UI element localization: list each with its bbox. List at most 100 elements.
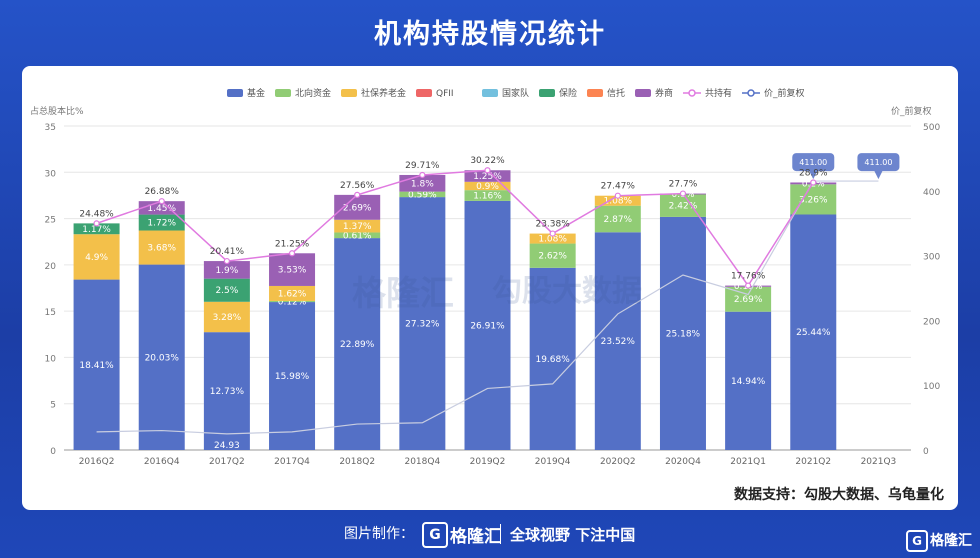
price-line (96, 180, 879, 435)
bar-segment (529, 243, 576, 268)
bar-segment (399, 197, 446, 450)
total-point (288, 250, 296, 257)
legend-swatch (341, 89, 357, 97)
total-point (223, 257, 230, 265)
data-label: 0.61% (343, 231, 372, 241)
footer-separator (500, 524, 501, 544)
bar-segment (334, 219, 381, 233)
data-label: 3.26% (799, 195, 828, 205)
data-label: 1.62% (278, 289, 307, 299)
total-label: 29.71% (405, 161, 440, 171)
legend-swatch (227, 89, 243, 97)
total-point (679, 190, 687, 197)
total-label: 17.76% (731, 272, 766, 282)
corner-logo-text: 格隆汇 (930, 533, 972, 549)
total-label: 21.25% (275, 239, 310, 249)
y-tick-label: 5 (50, 401, 56, 411)
x-tick-label: 2021Q1 (730, 457, 766, 467)
total-point (158, 198, 165, 205)
data-label: 1.37% (343, 222, 372, 232)
legend-swatch (275, 89, 291, 97)
total-point (354, 191, 361, 198)
legend-swatch (539, 89, 555, 97)
price-annotation: 24.93 (214, 441, 240, 451)
data-label: 2.69% (734, 295, 763, 305)
price-annotation: 411.00 (864, 158, 892, 167)
corner-logo-icon: G (906, 530, 928, 552)
legend-swatch (635, 89, 651, 97)
x-tick-label: 2016Q2 (79, 457, 115, 467)
data-label: 26.91% (470, 321, 505, 331)
y-tick-label: 35 (45, 123, 56, 133)
y2-tick-label: 400 (923, 188, 940, 198)
price-marker (857, 153, 900, 180)
legend-label: 北向资金 (295, 87, 331, 99)
bar-segment (73, 279, 120, 450)
bar-segment (529, 267, 576, 450)
bar-segment (594, 232, 641, 450)
bar-segment (659, 216, 706, 450)
data-label: 1.17% (82, 225, 111, 235)
x-tick-label: 2021Q2 (795, 457, 831, 467)
legend-label: 信托 (607, 87, 625, 99)
y2-tick-label: 200 (923, 317, 940, 327)
data-label: 2.42% (669, 202, 698, 212)
x-tick-label: 2018Q4 (404, 457, 440, 467)
y2-axis-label: 价_前复权 (891, 105, 932, 117)
legend-label: 价_前复权 (764, 87, 805, 99)
bar-segment (334, 232, 381, 239)
data-label: 15.98% (275, 372, 310, 382)
legend-swatch (482, 89, 498, 97)
total-label: 20.41% (210, 247, 245, 257)
data-label: 1.16% (473, 192, 502, 202)
bar-segment (464, 200, 511, 450)
bar-segment (399, 191, 446, 198)
legend-label: 保险 (559, 87, 577, 99)
data-label: 20.03% (145, 353, 180, 363)
bar-segment (203, 261, 250, 279)
x-tick-label: 2021Q3 (861, 457, 897, 467)
bar-segment (464, 170, 511, 182)
data-label: 3.28% (213, 313, 242, 323)
total-point (745, 282, 752, 289)
legend-label: 基金 (247, 87, 265, 99)
bar-segment (269, 285, 316, 301)
legend-swatch (416, 89, 432, 97)
bar-segment (138, 230, 185, 265)
chart: 0 5 10 15 20 25 30 35 0 100 200 300 400 500 占总股本比% 价_前复… (30, 87, 940, 467)
x-tick-label: 2019Q2 (470, 457, 506, 467)
data-label: 3.53% (278, 266, 307, 276)
x-tick-label: 2018Q2 (339, 457, 375, 467)
total-label: 27.47% (601, 182, 636, 192)
data-label: 18.41% (79, 361, 114, 371)
y2-tick-label: 300 (923, 253, 940, 263)
footer-logo-text: 格隆汇 (450, 527, 501, 547)
bar-segment (529, 233, 576, 244)
y-tick-label: 15 (45, 308, 56, 318)
total-point (419, 171, 426, 179)
bar-segment (269, 302, 316, 450)
watermark-logo: 格隆汇 (352, 274, 454, 314)
bar-segment (334, 194, 381, 220)
legend-label: 共持有 (705, 87, 732, 99)
bar-segment (203, 278, 250, 302)
data-label: 27.32% (405, 320, 440, 330)
total-point (484, 167, 491, 174)
y-axis-label: 占总股本比% (30, 105, 84, 117)
total-label: 24.48% (79, 209, 114, 219)
bar-segment (790, 184, 837, 215)
price-annotation: 411.00 (799, 158, 827, 167)
y2-tick-label: 0 (923, 447, 929, 457)
bar-segment (203, 301, 250, 333)
x-tick-label: 2016Q4 (144, 457, 180, 467)
bar-segment (790, 214, 837, 450)
bar-segment (594, 205, 641, 233)
data-label: 0.12% (278, 298, 307, 308)
data-label: 1.45% (147, 204, 176, 214)
y-tick-label: 25 (45, 216, 56, 226)
y-tick-label: 20 (45, 262, 57, 272)
data-label: 1.08% (604, 197, 633, 207)
data-label: 1.72% (147, 219, 176, 229)
page-title: 机构持股情况统计 (374, 19, 606, 50)
x-tick-label: 2020Q2 (600, 457, 636, 467)
